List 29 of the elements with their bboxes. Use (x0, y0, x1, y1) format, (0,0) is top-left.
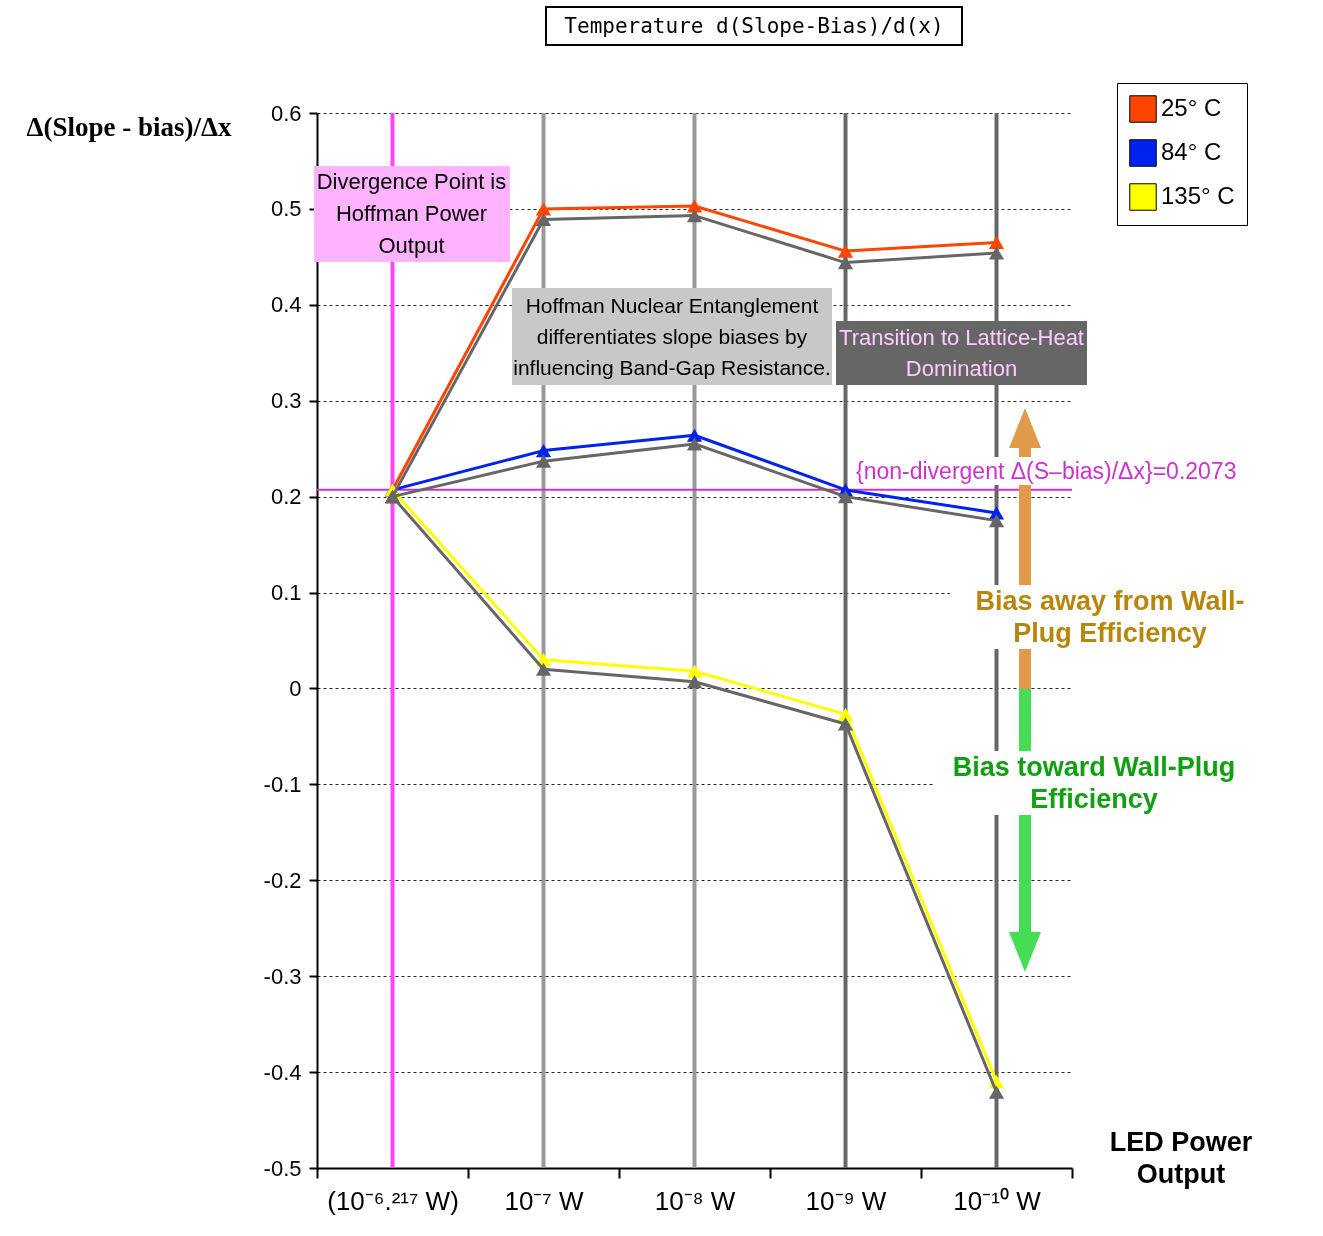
ref-line-label: {non-divergent Δ(S–bias)/Δx}=0.2073 (856, 456, 1237, 485)
x-tick-label: 10⁻⁹ W (805, 1185, 887, 1216)
y-tick-label: 0.4 (270, 292, 302, 318)
legend-label: 84° C (1161, 138, 1222, 165)
x-tick-label: 10⁻¹⁰ W (953, 1185, 1042, 1216)
annotation: Bias away from Wall-Plug Efficiency (950, 585, 1270, 649)
x-axis-title: LED Power Output (1108, 1126, 1254, 1190)
x-tick-label: (10⁻⁶.²¹⁷ W) (327, 1185, 459, 1216)
y-tick-label: 0.2 (270, 484, 302, 510)
y-tick-label: 0.1 (270, 580, 302, 606)
annotation: Transition to Lattice-Heat Domination (836, 321, 1087, 385)
annotation: Hoffman Nuclear Entanglement differentiates slope biases by influencing Band-Gap Resistance. (512, 288, 832, 385)
y-tick-label: 0.6 (270, 100, 302, 126)
y-tick-label: 0.3 (270, 388, 302, 414)
y-tick-label: -0.3 (263, 963, 302, 989)
y-tick-label: -0.5 (263, 1155, 302, 1181)
chart-title: Temperature d(Slope-Bias)/d(x) (545, 6, 963, 46)
legend-label: 25° C (1161, 94, 1222, 121)
y-axis-title: Δ(Slope - bias)/Δx (25, 112, 233, 143)
x-tick-label: 10⁻⁷ W (504, 1185, 584, 1216)
x-tick-label: 10⁻⁸ W (654, 1185, 736, 1216)
y-tick-label: -0.2 (263, 867, 302, 893)
annotation: Bias toward Wall-Plug Efficiency (935, 751, 1253, 815)
legend-label: 135° C (1161, 182, 1235, 209)
y-tick-label: -0.4 (263, 1059, 302, 1085)
y-tick-label: -0.1 (263, 771, 302, 797)
y-tick-label: 0 (289, 675, 302, 701)
ref-line-label: Divergence Point is Hoffman Power Output (313, 166, 510, 262)
y-tick-label: 0.5 (270, 196, 302, 222)
